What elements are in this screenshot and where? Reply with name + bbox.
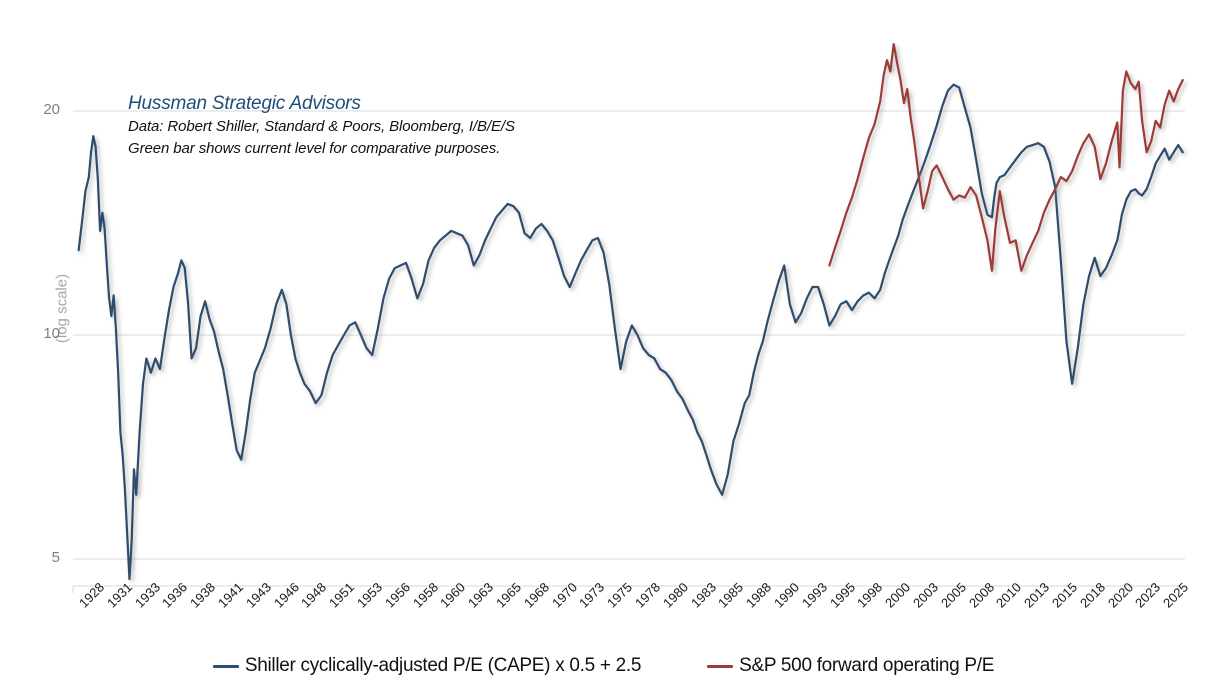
chart-legend: Shiller cyclically-adjusted P/E (CAPE) x…: [0, 648, 1207, 684]
legend-color-swatch: [707, 664, 734, 668]
data-series-layer: [77, 42, 1184, 581]
x-axis-ticks: [72, 585, 1185, 593]
legend-label: S&P 500 forward operating P/E: [739, 655, 995, 676]
y-axis-tick-label: 20: [43, 100, 60, 118]
series-line-forward-pe: [828, 42, 1184, 272]
legend-item-forward-pe[interactable]: S&P 500 forward operating P/E: [707, 655, 994, 677]
legend-label: Shiller cyclically-adjusted P/E (CAPE) x…: [244, 655, 642, 676]
legend-color-swatch: [212, 664, 239, 668]
y-axis-title: (log scale): [53, 273, 71, 344]
series-line-cape: [77, 83, 1184, 581]
annotation-data-source: Data: Robert Shiller, Standard & Poors, …: [128, 117, 515, 135]
annotation-block: Hussman Strategic Advisors Data: Robert …: [128, 92, 688, 159]
y-axis-tick-label: 5: [51, 549, 60, 567]
annotation-green-bar-note: Green bar shows current level for compar…: [128, 139, 501, 157]
y-axis-tick-label: 10: [43, 325, 60, 342]
annotation-title: Hussman Strategic Advisors: [128, 93, 361, 114]
legend-item-cape[interactable]: Shiller cyclically-adjusted P/E (CAPE) x…: [212, 655, 642, 677]
